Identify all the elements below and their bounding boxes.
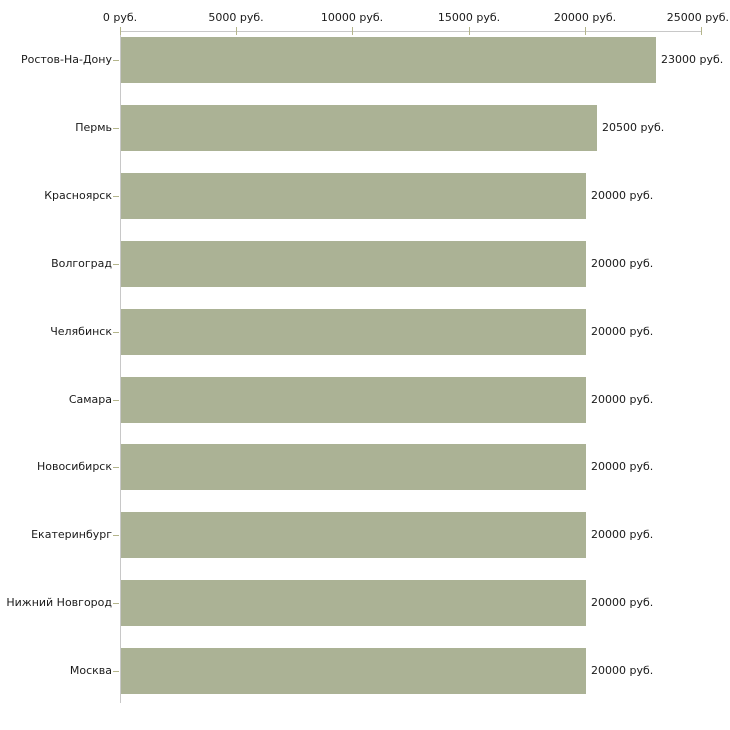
value-label: 20000 руб.	[591, 257, 654, 270]
value-label: 20000 руб.	[591, 189, 654, 202]
x-axis-tick-label: 25000 руб.	[666, 11, 729, 24]
y-axis-tick	[113, 400, 119, 401]
y-axis-tick	[113, 467, 119, 468]
category-label: Ростов-На-Дону	[20, 53, 112, 66]
value-label: 20000 руб.	[591, 596, 654, 609]
bar-0	[121, 37, 656, 83]
value-label: 20000 руб.	[591, 528, 654, 541]
y-axis-tick	[113, 535, 119, 536]
bar-5	[121, 377, 586, 423]
y-axis-tick	[113, 264, 119, 265]
x-axis-tick	[236, 27, 237, 35]
value-label: 20500 руб.	[602, 121, 665, 134]
bar-7	[121, 512, 586, 558]
y-axis-tick	[113, 196, 119, 197]
bar-6	[121, 444, 586, 490]
value-label: 20000 руб.	[591, 325, 654, 338]
category-label: Екатеринбург	[31, 528, 112, 541]
y-axis-tick	[113, 60, 119, 61]
x-axis-tick	[585, 27, 586, 35]
x-axis-tick-label: 20000 руб.	[553, 11, 617, 24]
x-axis-tick-label: 5000 руб.	[208, 11, 264, 24]
x-axis-line	[120, 31, 702, 32]
value-label: 23000 руб.	[661, 53, 724, 66]
y-axis-tick	[113, 332, 119, 333]
y-axis-tick	[113, 671, 119, 672]
bar-3	[121, 241, 586, 287]
bar-9	[121, 648, 586, 694]
x-axis-tick-label: 10000 руб.	[320, 11, 384, 24]
bar-1	[121, 105, 597, 151]
bar-4	[121, 309, 586, 355]
y-axis-tick	[113, 603, 119, 604]
value-label: 20000 руб.	[591, 393, 654, 406]
x-axis-tick	[352, 27, 353, 35]
category-label: Пермь	[75, 121, 112, 134]
value-label: 20000 руб.	[591, 460, 654, 473]
category-label: Новосибирск	[36, 460, 112, 473]
bar-2	[121, 173, 586, 219]
x-axis-tick	[701, 27, 702, 35]
x-axis-tick-label: 15000 руб.	[437, 11, 501, 24]
y-axis-line	[120, 31, 121, 703]
x-axis-tick	[120, 27, 121, 35]
value-label: 20000 руб.	[591, 664, 654, 677]
category-label: Волгоград	[51, 257, 112, 270]
category-label: Челябинск	[50, 325, 112, 338]
x-axis-tick	[469, 27, 470, 35]
category-label: Самара	[68, 393, 112, 406]
x-axis-tick-label: 0 руб.	[102, 11, 138, 24]
category-label: Красноярск	[44, 189, 112, 202]
bar-8	[121, 580, 586, 626]
category-label: Нижний Новгород	[6, 596, 112, 609]
category-label: Москва	[69, 664, 112, 677]
y-axis-tick	[113, 128, 119, 129]
